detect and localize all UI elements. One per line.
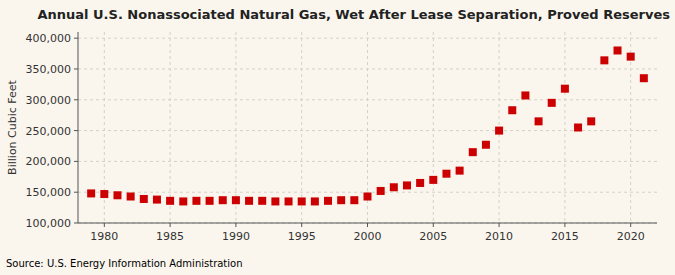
y-axis-label: Billion Cubic Feet — [6, 79, 19, 174]
point — [535, 117, 543, 125]
tick — [301, 223, 302, 227]
tick — [74, 99, 78, 100]
point — [206, 197, 214, 205]
grid — [78, 32, 657, 223]
points — [87, 46, 648, 205]
point — [100, 190, 108, 198]
point — [377, 187, 385, 195]
point — [627, 53, 635, 61]
background — [0, 0, 675, 275]
point — [258, 197, 266, 205]
tick — [74, 68, 78, 69]
point — [390, 183, 398, 191]
point — [416, 179, 424, 187]
point — [495, 127, 503, 135]
x-axis-line — [78, 223, 657, 224]
point — [561, 85, 569, 93]
tick — [564, 223, 565, 227]
tick-label: 100,000 — [26, 217, 72, 230]
tick-label: 2000 — [354, 230, 382, 243]
point — [469, 148, 477, 156]
tick — [74, 192, 78, 193]
point — [482, 141, 490, 149]
point — [614, 46, 622, 54]
tick-label: 350,000 — [26, 63, 72, 76]
point — [456, 167, 464, 175]
point — [179, 197, 187, 205]
point — [298, 197, 306, 205]
point — [140, 195, 148, 203]
point — [245, 197, 253, 205]
tick — [170, 223, 171, 227]
point — [324, 197, 332, 205]
point — [113, 191, 121, 199]
tick — [235, 223, 236, 227]
tick-label: 2010 — [485, 230, 513, 243]
tick-label: 250,000 — [26, 125, 72, 138]
grid-line — [78, 161, 657, 162]
axes: 100,000 150,000 200,000 250,000 300,000 350,0… — [26, 32, 658, 243]
point — [232, 196, 240, 204]
point — [192, 197, 200, 205]
tick — [74, 38, 78, 39]
tick-label: 2020 — [617, 230, 645, 243]
point — [271, 197, 279, 205]
point — [442, 170, 450, 178]
point — [521, 91, 529, 99]
point — [153, 196, 161, 204]
tick-label: 1990 — [222, 230, 250, 243]
annotation: Source: U.S. Energy Information Administ… — [6, 258, 243, 269]
tick — [367, 223, 368, 227]
chart: 100,000 150,000 200,000 250,000 300,000 350,0… — [0, 0, 675, 275]
point — [87, 189, 95, 197]
grid-line — [78, 223, 657, 224]
tick-label: 2005 — [419, 230, 447, 243]
point — [508, 106, 516, 114]
tick — [499, 223, 500, 227]
tick — [74, 130, 78, 131]
point — [311, 197, 319, 205]
point — [337, 196, 345, 204]
point — [285, 197, 293, 205]
point — [219, 196, 227, 204]
grid-line — [170, 32, 171, 223]
y-axis-line — [78, 32, 79, 223]
tick-label: 200,000 — [26, 155, 72, 168]
tick-label: 150,000 — [26, 186, 72, 199]
point — [429, 176, 437, 184]
grid-line — [630, 32, 631, 223]
point — [127, 193, 135, 201]
point — [350, 196, 358, 204]
point — [587, 117, 595, 125]
tick-label: 1980 — [90, 230, 118, 243]
tick — [104, 223, 105, 227]
tick-label: 1985 — [156, 230, 184, 243]
point — [640, 74, 648, 82]
tick — [74, 161, 78, 162]
tick-label: 300,000 — [26, 94, 72, 107]
tick-label: 400,000 — [26, 32, 72, 45]
grid-line — [433, 32, 434, 223]
point — [364, 193, 372, 201]
grid-line — [301, 32, 302, 223]
tick-label: 1995 — [288, 230, 316, 243]
title: Annual U.S. Nonassociated Natural Gas, W… — [37, 7, 670, 22]
grid-line — [564, 32, 565, 223]
tick — [630, 223, 631, 227]
tick-label: 2015 — [551, 230, 579, 243]
point — [166, 197, 174, 205]
tick — [74, 223, 78, 224]
grid-line — [235, 32, 236, 223]
point — [574, 124, 582, 132]
point — [548, 99, 556, 107]
point — [600, 56, 608, 64]
tick — [433, 223, 434, 227]
point — [403, 181, 411, 189]
